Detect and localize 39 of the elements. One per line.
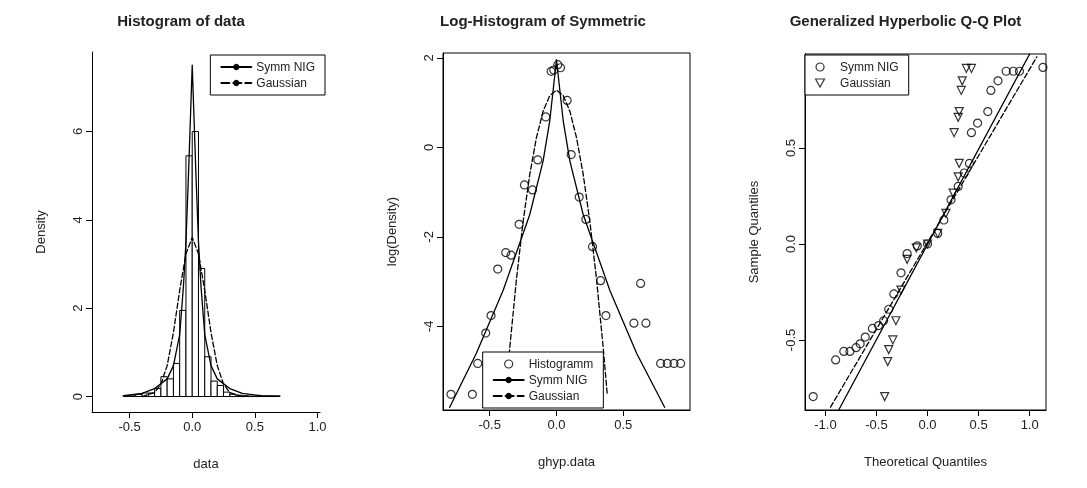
legend-label: Symm NIG <box>528 373 588 387</box>
x-tick-label: -1.0 <box>814 417 837 432</box>
y-tick-label: 6 <box>70 127 85 136</box>
y-axis-title: Sample Quantiles <box>746 180 761 284</box>
y-tick-label: -0.5 <box>783 328 798 352</box>
y-axis-title: log(Density) <box>384 196 399 267</box>
y-tick-label: 0.0 <box>783 234 798 254</box>
x-axis-title: ghyp.data <box>537 454 596 469</box>
x-tick-label: 0.0 <box>183 419 202 434</box>
y-tick-label: -4 <box>421 320 436 333</box>
y-tick-label: 4 <box>70 216 85 224</box>
y-tick-label: 2 <box>70 304 85 312</box>
x-tick-label: 0.0 <box>918 417 937 432</box>
legend-label: Symm NIG <box>840 60 899 74</box>
x-tick-label: 0.5 <box>969 417 988 432</box>
x-tick-label: 0.5 <box>614 417 633 432</box>
x-axis-title: data <box>193 456 220 471</box>
y-tick-label: -2 <box>421 231 436 243</box>
y-axis-title: Density <box>33 209 48 254</box>
x-tick-label: -0.5 <box>478 417 501 432</box>
chart-title: Generalized Hyperbolic Q-Q Plot <box>789 12 1022 29</box>
legend-label: Symm NIG <box>256 60 316 74</box>
legend-label: Gaussian <box>256 76 308 90</box>
x-axis-title: Theoretical Quantiles <box>864 454 988 469</box>
chart-title: Histogram of data <box>117 12 246 29</box>
x-tick-label: -0.5 <box>118 419 141 434</box>
y-tick-label: 0.5 <box>783 139 798 158</box>
chart-title: Log-Histogram of Symmetric <box>440 12 646 29</box>
x-tick-label: 1.0 <box>308 419 327 434</box>
y-tick-label: 0 <box>70 392 85 401</box>
y-tick-label: 0 <box>421 143 436 152</box>
x-tick-label: -0.5 <box>865 417 888 432</box>
x-tick-label: 0.0 <box>547 417 566 432</box>
legend-label: Histogramm <box>528 357 594 371</box>
y-tick-label: 2 <box>421 54 436 62</box>
legend-label: Gaussian <box>528 389 580 403</box>
x-tick-label: 0.5 <box>245 419 264 434</box>
x-tick-label: 1.0 <box>1020 417 1039 432</box>
legend-label: Gaussian <box>840 76 891 90</box>
